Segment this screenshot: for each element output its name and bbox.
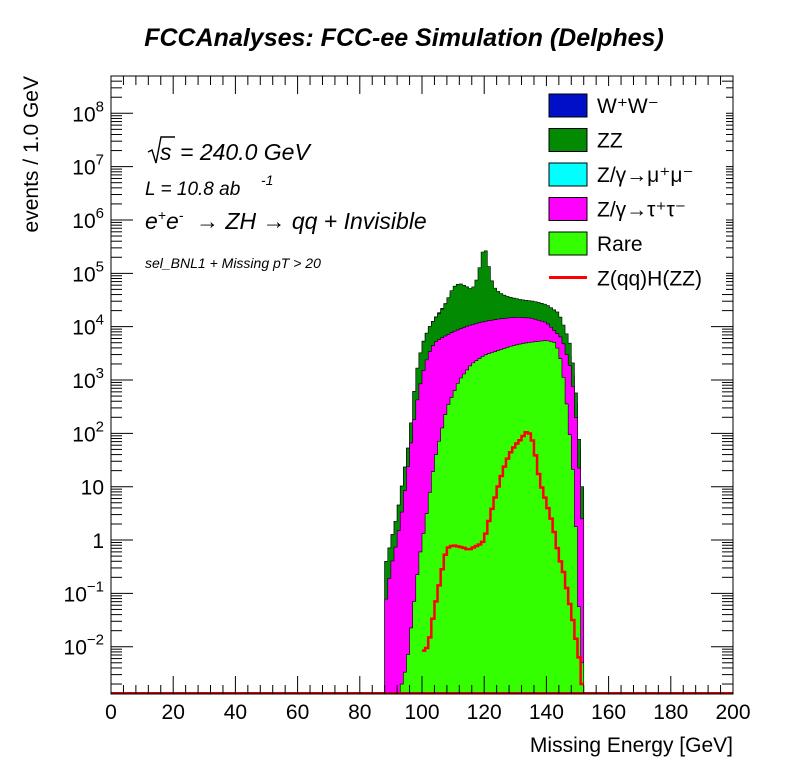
selection-annotation: sel_BNL1 + Missing pT > 20 bbox=[145, 255, 321, 271]
y-tick-label: 106 bbox=[72, 205, 104, 233]
y-tick-label: 103 bbox=[72, 365, 104, 393]
process-text: → ZH → qq + Invisible bbox=[196, 208, 427, 234]
sqrt-s-annotation: s = 240.0 GeV bbox=[147, 136, 312, 165]
x-tick-label: 60 bbox=[286, 701, 309, 724]
legend: W⁺W⁻ ZZ Z/γ→μ⁺μ⁻ Z/γ→τ⁺τ⁻ Rare Z(qq)H(ZZ) bbox=[540, 86, 726, 294]
legend-label: Z(qq)H(ZZ) bbox=[597, 268, 702, 291]
x-axis-title: Missing Energy [GeV] bbox=[530, 734, 733, 757]
legend-swatch bbox=[548, 93, 588, 118]
x-tick-label: 100 bbox=[404, 701, 439, 724]
signal-line bbox=[422, 431, 584, 686]
legend-label: Z/γ→μ⁺μ⁻ bbox=[597, 164, 694, 187]
x-tick-label: 200 bbox=[715, 701, 750, 724]
process-annotation: e+e- → ZH → qq + Invisible bbox=[145, 207, 427, 234]
legend-swatch bbox=[548, 128, 588, 152]
x-axis: 0 20 40 60 80 100 120 140 160 180 200 bbox=[105, 76, 751, 724]
y-tick-label: 10−2 bbox=[64, 632, 104, 660]
legend-swatch bbox=[548, 162, 588, 187]
y-tick-label: 10−1 bbox=[64, 578, 104, 606]
legend-label: Rare bbox=[597, 233, 643, 256]
y-axis-title: events / 1.0 GeV bbox=[20, 76, 43, 232]
y-tick-label: 104 bbox=[72, 312, 104, 340]
x-tick-label: 140 bbox=[529, 701, 564, 724]
y-tick-label: 105 bbox=[72, 258, 104, 286]
lumi-text: L = 10.8 ab bbox=[145, 179, 240, 200]
x-tick-label: 120 bbox=[467, 701, 502, 724]
sqrt-s-value: = 240.0 GeV bbox=[180, 139, 312, 165]
sqrt-symbol bbox=[147, 136, 175, 164]
legend-swatch bbox=[548, 231, 588, 256]
x-tick-label: 160 bbox=[591, 701, 626, 724]
legend-label: W⁺W⁻ bbox=[597, 95, 659, 118]
y-tick-label: 108 bbox=[72, 98, 104, 126]
x-tick-label: 20 bbox=[162, 701, 185, 724]
chart-title: FCCAnalyses: FCC-ee Simulation (Delphes) bbox=[144, 24, 664, 52]
luminosity-annotation: L = 10.8 ab -1 bbox=[145, 172, 273, 200]
legend-label: ZZ bbox=[597, 130, 623, 153]
y-tick-label: 1 bbox=[92, 530, 104, 553]
y-axis: 10−2 10−1 1 10 102 103 104 105 106 107 108 bbox=[64, 75, 733, 685]
legend-label: Z/γ→τ⁺τ⁻ bbox=[597, 199, 686, 222]
y-tick-label: 107 bbox=[72, 152, 104, 180]
lumi-exponent: -1 bbox=[261, 172, 273, 188]
y-tick-label: 10 bbox=[81, 477, 104, 500]
x-tick-label: 40 bbox=[224, 701, 247, 724]
legend-swatch bbox=[548, 197, 588, 221]
x-tick-label: 180 bbox=[653, 701, 688, 724]
x-tick-label: 0 bbox=[105, 701, 117, 724]
stacked-histograms bbox=[384, 250, 585, 695]
y-tick-label: 102 bbox=[72, 418, 104, 446]
sqrt-s-var: s bbox=[160, 139, 172, 165]
legend-box bbox=[540, 86, 726, 294]
x-tick-label: 80 bbox=[348, 701, 371, 724]
process-ee: e+e- bbox=[145, 207, 184, 234]
